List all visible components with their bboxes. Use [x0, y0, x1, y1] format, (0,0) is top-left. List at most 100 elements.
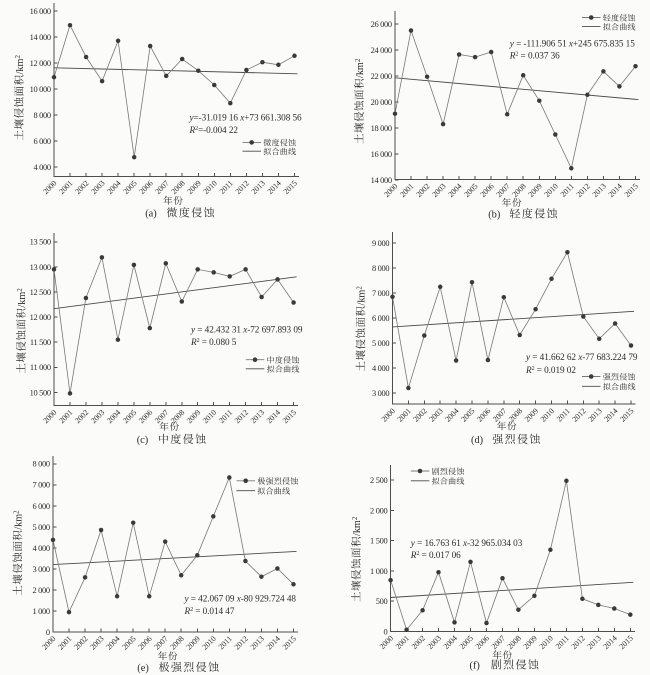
- svg-text:2005: 2005: [462, 182, 479, 199]
- svg-text:1 500: 1 500: [370, 537, 387, 546]
- svg-text:2011: 2011: [217, 408, 234, 425]
- svg-text:2003: 2003: [430, 182, 447, 199]
- svg-text:7 000: 7 000: [32, 481, 49, 490]
- svg-text:12 000: 12 000: [30, 313, 51, 322]
- svg-text:13 500: 13 500: [30, 238, 51, 247]
- svg-text:2010: 2010: [542, 182, 559, 199]
- svg-text:2014: 2014: [601, 634, 618, 651]
- svg-text:2012: 2012: [233, 634, 250, 651]
- svg-text:26 000: 26 000: [371, 20, 392, 29]
- svg-text:0: 0: [384, 627, 388, 636]
- svg-text:2015: 2015: [281, 634, 298, 651]
- svg-text:12 000: 12 000: [30, 59, 51, 68]
- svg-text:2014: 2014: [607, 182, 624, 199]
- svg-text:8 000: 8 000: [32, 460, 49, 469]
- svg-text:2008: 2008: [506, 634, 523, 651]
- svg-text:2010: 2010: [539, 406, 556, 423]
- svg-text:7 000: 7 000: [372, 289, 389, 298]
- svg-text:2009: 2009: [184, 634, 201, 651]
- svg-text:2000: 2000: [41, 179, 58, 196]
- svg-text:2003: 2003: [427, 406, 444, 423]
- svg-text:y = 16.763 61 x-32 965.034 03: y = 16.763 61 x-32 965.034 03: [410, 538, 523, 548]
- svg-text:2008: 2008: [510, 182, 527, 199]
- svg-text:2009: 2009: [185, 179, 202, 196]
- svg-text:2014: 2014: [265, 408, 282, 425]
- svg-text:2005: 2005: [458, 634, 475, 651]
- svg-text:2011: 2011: [218, 179, 235, 196]
- svg-text:/km2: /km2: [355, 286, 367, 306]
- svg-text:2 000: 2 000: [32, 586, 49, 595]
- svg-text:6 000: 6 000: [372, 314, 389, 323]
- svg-text:2006: 2006: [475, 406, 492, 423]
- svg-text:2001: 2001: [398, 182, 415, 199]
- svg-text:(b): (b): [488, 210, 500, 221]
- svg-text:R2 = 0.037 36: R2 = 0.037 36: [509, 50, 560, 60]
- svg-text:1 000: 1 000: [370, 567, 387, 576]
- svg-text:16 000: 16 000: [30, 7, 51, 16]
- svg-text:2004: 2004: [105, 408, 122, 425]
- svg-text:2002: 2002: [72, 634, 89, 651]
- svg-text:2002: 2002: [73, 408, 90, 425]
- svg-text:2001: 2001: [57, 408, 74, 425]
- svg-text:8 000: 8 000: [33, 111, 50, 120]
- svg-text:2011: 2011: [555, 406, 572, 423]
- svg-text:2010: 2010: [200, 634, 217, 651]
- svg-text:2013: 2013: [586, 406, 603, 423]
- svg-text:2010: 2010: [201, 179, 218, 196]
- svg-text:2011: 2011: [559, 182, 576, 199]
- svg-text:(d): (d): [471, 435, 483, 446]
- svg-text:2013: 2013: [591, 182, 608, 199]
- svg-text:2000: 2000: [380, 406, 397, 423]
- svg-text:2002: 2002: [410, 634, 427, 651]
- svg-text:1 000: 1 000: [32, 607, 49, 616]
- svg-text:2003: 2003: [426, 634, 443, 651]
- svg-text:4 000: 4 000: [32, 544, 49, 553]
- svg-text:(c): (c): [137, 435, 149, 446]
- svg-text:5 000: 5 000: [372, 339, 389, 348]
- svg-text:2006: 2006: [137, 179, 154, 196]
- svg-text:2014: 2014: [602, 406, 619, 423]
- svg-text:/km2: /km2: [354, 58, 366, 78]
- svg-text:2013: 2013: [250, 179, 267, 196]
- svg-text:y = 42.432 31 x-72 697.893 09: y = 42.432 31 x-72 697.893 09: [190, 325, 303, 335]
- svg-text:2008: 2008: [169, 179, 186, 196]
- svg-text:2005: 2005: [459, 406, 476, 423]
- svg-text:/km2: /km2: [351, 516, 363, 536]
- svg-text:2009: 2009: [526, 182, 543, 199]
- svg-text:2003: 2003: [89, 179, 106, 196]
- svg-text:11 000: 11 000: [30, 363, 51, 372]
- svg-text:2013: 2013: [249, 408, 266, 425]
- svg-text:2014: 2014: [266, 179, 283, 196]
- svg-text:2012: 2012: [570, 406, 587, 423]
- svg-text:2000: 2000: [378, 634, 395, 651]
- svg-text:2004: 2004: [105, 179, 122, 196]
- svg-text:2007: 2007: [152, 634, 169, 651]
- svg-text:2007: 2007: [491, 406, 508, 423]
- svg-text:2008: 2008: [169, 408, 186, 425]
- svg-text:2004: 2004: [442, 634, 459, 651]
- svg-text:500: 500: [376, 597, 388, 606]
- svg-text:2005: 2005: [121, 179, 138, 196]
- svg-text:2014: 2014: [265, 634, 282, 651]
- svg-text:9 000: 9 000: [372, 239, 389, 248]
- svg-text:2 500: 2 500: [370, 476, 387, 485]
- svg-text:2009: 2009: [185, 408, 202, 425]
- svg-text:2006: 2006: [474, 634, 491, 651]
- svg-text:2011: 2011: [554, 634, 571, 651]
- svg-text:18 000: 18 000: [371, 124, 392, 133]
- svg-text:2000: 2000: [40, 634, 57, 651]
- svg-text:R2 = 0.014 47: R2 = 0.014 47: [184, 606, 235, 616]
- svg-text:2003: 2003: [88, 634, 105, 651]
- svg-text:8 000: 8 000: [372, 264, 389, 273]
- svg-text:6 000: 6 000: [32, 502, 49, 511]
- svg-text:16 000: 16 000: [371, 150, 392, 159]
- svg-text:13 000: 13 000: [30, 263, 51, 272]
- svg-text:2001: 2001: [57, 179, 74, 196]
- svg-text:2012: 2012: [570, 634, 587, 651]
- svg-text:2007: 2007: [490, 634, 507, 651]
- svg-text:20 000: 20 000: [371, 98, 392, 107]
- svg-text:5 000: 5 000: [32, 523, 49, 532]
- svg-text:R2 = 0.019 02: R2 = 0.019 02: [525, 365, 576, 375]
- svg-text:6 000: 6 000: [33, 137, 50, 146]
- svg-text:R2 = 0.017 06: R2 = 0.017 06: [410, 550, 461, 560]
